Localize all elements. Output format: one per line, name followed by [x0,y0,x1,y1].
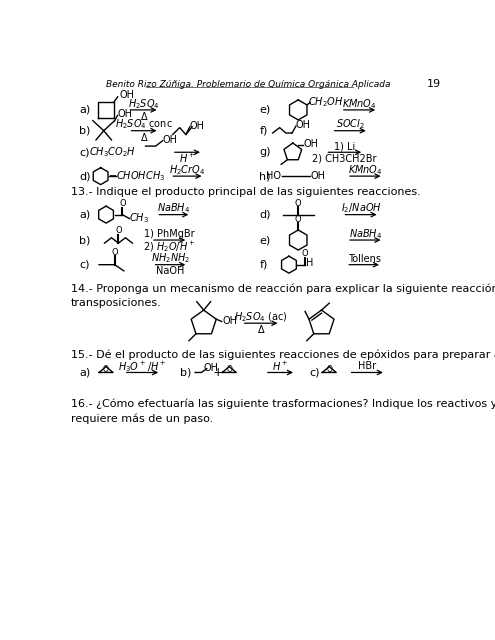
Text: h): h) [259,171,271,181]
Text: b): b) [79,235,90,245]
Text: f): f) [259,260,268,269]
Text: O: O [226,365,232,374]
Text: 19: 19 [427,79,441,90]
Text: 2) CH3CH2Br: 2) CH3CH2Br [312,154,377,163]
Text: 16.- ¿Cómo efectuaría las siguiente trasformaciones? Indique los reactivos y las: 16.- ¿Cómo efectuaría las siguiente tras… [71,399,495,424]
Text: O: O [111,248,118,257]
Text: OH: OH [118,109,133,119]
Text: OH: OH [310,171,325,181]
Text: b): b) [181,367,192,378]
Text: g): g) [259,147,271,157]
Text: HBr: HBr [358,362,376,371]
Text: $\Delta$: $\Delta$ [140,131,148,143]
Text: a): a) [79,105,90,115]
Text: NaOH: NaOH [156,266,185,276]
Text: $-CHOHCH_3$: $-CHOHCH_3$ [108,169,165,183]
Text: d): d) [79,171,91,181]
Text: e): e) [259,105,271,115]
Text: $H_2SO_4$ conc: $H_2SO_4$ conc [115,118,173,131]
Text: a): a) [79,367,90,378]
Text: O: O [115,227,122,236]
Text: O: O [295,198,301,207]
Text: $H_2CrO_4$: $H_2CrO_4$ [169,163,205,177]
Text: $H_3O^+/H^+$: $H_3O^+/H^+$ [118,359,167,374]
Text: $\Delta$: $\Delta$ [257,323,265,335]
Text: +: + [212,366,223,379]
Text: $KMnO_4$: $KMnO_4$ [348,163,383,177]
Text: OH: OH [119,90,135,100]
Text: OH: OH [223,316,238,326]
Text: $H^+$: $H^+$ [179,152,196,165]
Text: OH: OH [189,121,204,131]
Text: O: O [302,250,308,259]
Text: OH: OH [204,363,219,373]
Text: Tollens: Tollens [347,253,381,264]
Text: c): c) [79,147,90,157]
Text: $NaBH_4$: $NaBH_4$ [348,227,382,241]
Text: d): d) [259,210,271,220]
Text: $NH_2NH_2$: $NH_2NH_2$ [150,252,190,266]
Text: $\Delta$: $\Delta$ [140,110,148,122]
Text: $KMnO_4$: $KMnO_4$ [342,97,377,111]
Text: c): c) [310,367,320,378]
Text: O: O [119,199,126,209]
Text: 15.- Dé el producto de las siguientes reacciones de epóxidos para preparar alcoh: 15.- Dé el producto de las siguientes re… [71,349,495,360]
Text: OH: OH [163,135,178,145]
Text: $H_2SO_4$ (ac): $H_2SO_4$ (ac) [234,310,288,324]
Text: $H^+$: $H^+$ [272,360,289,373]
Text: Benito Rizo Zúñiga. Problemario de Química Orgánica Aplicada: Benito Rizo Zúñiga. Problemario de Quími… [105,80,390,89]
Text: a): a) [79,210,90,220]
Text: $SOCl_2$: $SOCl_2$ [336,118,365,131]
Text: $CH_3$: $CH_3$ [129,212,148,225]
Text: $I_2/NaOH$: $I_2/NaOH$ [341,202,382,216]
Text: b): b) [79,125,90,136]
Text: 14.- Proponga un mecanismo de reacción para explicar la siguiente reacción. Suge: 14.- Proponga un mecanismo de reacción p… [71,283,495,308]
Text: $CH_2OH$: $CH_2OH$ [308,95,344,109]
Text: HO: HO [266,171,281,181]
Text: 1) PhMgBr: 1) PhMgBr [144,229,195,239]
Text: O: O [326,365,332,374]
Text: c): c) [79,260,90,269]
Text: OH: OH [304,139,319,149]
Text: $2)\ H_2O/H^+$: $2)\ H_2O/H^+$ [144,239,196,253]
Text: O: O [295,215,301,224]
Text: 1) Li: 1) Li [334,141,355,151]
Text: f): f) [259,125,268,136]
Text: O: O [103,365,109,374]
Text: 13.- Indique el producto principal de las siguientes reacciones.: 13.- Indique el producto principal de la… [71,188,421,197]
Text: H: H [306,258,313,268]
Text: $H_2SO_4$: $H_2SO_4$ [128,97,160,111]
Text: $NaBH_4$: $NaBH_4$ [157,202,191,216]
Text: OH: OH [296,120,310,131]
Text: e): e) [259,235,271,245]
Text: $CH_3CO_2H$: $CH_3CO_2H$ [89,145,136,159]
